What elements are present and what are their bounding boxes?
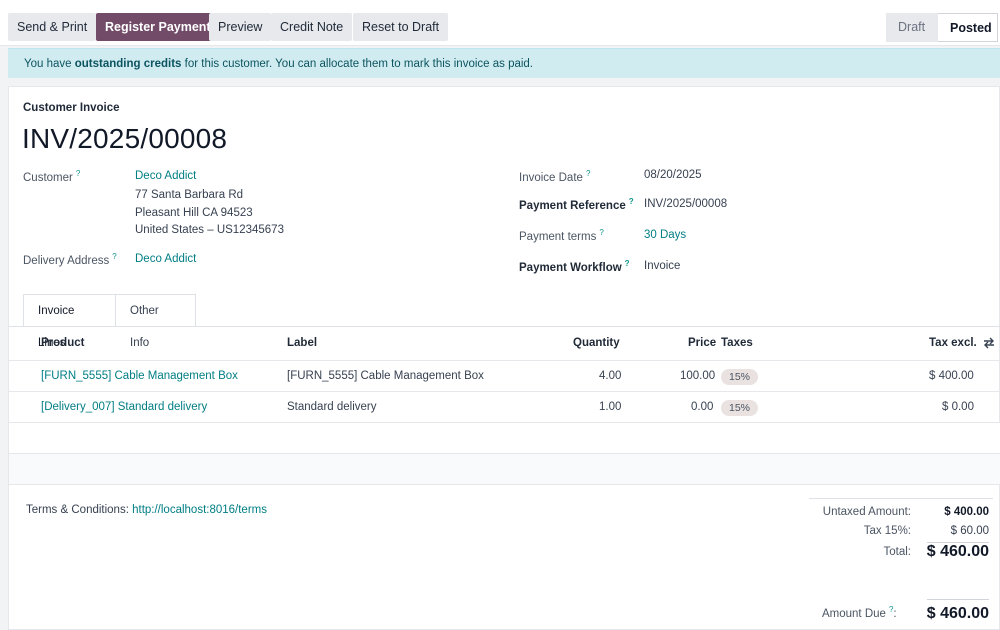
column-settings-icon[interactable] bbox=[982, 336, 996, 350]
customer-link[interactable]: Deco Addict bbox=[135, 170, 197, 182]
row-label[interactable]: [FURN_5555] Cable Management Box bbox=[287, 370, 484, 382]
customer-address-line3: United States – US12345673 bbox=[135, 224, 284, 236]
preview-button[interactable]: Preview bbox=[209, 13, 272, 41]
customer-address-line2: Pleasant Hill CA 94523 bbox=[135, 207, 253, 219]
untaxed-amount-value: $ 400.00 bbox=[944, 506, 989, 518]
payment-workflow-field[interactable]: Invoice bbox=[644, 260, 681, 272]
tab-other-info[interactable]: Other Info bbox=[115, 294, 196, 349]
row-divider bbox=[9, 391, 1000, 392]
invoice-date-field[interactable]: 08/20/2025 bbox=[644, 169, 702, 181]
tax-label: Tax 15%: bbox=[863, 525, 911, 537]
totals-box bbox=[809, 498, 993, 499]
total-label: Total: bbox=[883, 546, 912, 558]
outstanding-credits-alert: You have outstanding credits for this cu… bbox=[8, 48, 1000, 78]
invoice-form-sheet: Customer Invoice INV/2025/00008 Customer… bbox=[8, 86, 1000, 630]
row-product[interactable]: [FURN_5555] Cable Management Box bbox=[41, 370, 238, 382]
help-icon[interactable]: ? bbox=[888, 605, 894, 614]
help-icon[interactable]: ? bbox=[599, 228, 604, 237]
help-icon[interactable]: ? bbox=[624, 259, 630, 268]
alert-text-prefix: You have bbox=[24, 58, 75, 70]
invoice-number: INV/2025/00008 bbox=[22, 123, 228, 154]
row-price[interactable]: 100.00 bbox=[680, 370, 716, 382]
col-price[interactable]: Price bbox=[688, 337, 717, 349]
credit-note-button[interactable]: Credit Note bbox=[271, 13, 353, 41]
reset-to-draft-button[interactable]: Reset to Draft bbox=[353, 13, 449, 41]
payment-terms-link[interactable]: 30 Days bbox=[644, 229, 687, 241]
row-product[interactable]: [Delivery_007] Standard delivery bbox=[41, 401, 208, 413]
invoice-type-label: Customer Invoice bbox=[23, 102, 120, 114]
col-quantity[interactable]: Quantity bbox=[573, 337, 620, 349]
tab-invoice-lines[interactable]: Invoice Lines bbox=[23, 294, 116, 349]
row-label[interactable]: Standard delivery bbox=[287, 401, 377, 413]
alert-text-suffix: for this customer. You can allocate them… bbox=[181, 58, 534, 70]
empty-row bbox=[9, 454, 1000, 484]
row-divider bbox=[9, 360, 1000, 361]
row-divider bbox=[9, 453, 1000, 454]
col-taxes[interactable]: Taxes bbox=[721, 337, 753, 349]
invoice-date-label: Invoice Date? bbox=[519, 169, 591, 184]
terms-conditions: Terms & Conditions: http://localhost:801… bbox=[26, 504, 267, 516]
tax-value: $ 60.00 bbox=[950, 525, 989, 537]
amount-due-value: $ 460.00 bbox=[926, 605, 989, 622]
payment-reference-field[interactable]: INV/2025/00008 bbox=[644, 198, 728, 210]
register-payment-button[interactable]: Register Payment bbox=[96, 13, 220, 41]
status-draft[interactable]: Draft bbox=[886, 13, 942, 42]
terms-link[interactable]: http://localhost:8016/terms bbox=[132, 504, 267, 516]
alert-text-bold: outstanding credits bbox=[74, 58, 182, 70]
terms-label: Terms & Conditions: bbox=[26, 504, 133, 516]
untaxed-amount-label: Untaxed Amount: bbox=[822, 506, 911, 518]
status-posted[interactable]: Posted bbox=[938, 13, 998, 42]
total-value: $ 460.00 bbox=[926, 543, 989, 560]
delivery-address-label: Delivery Address? bbox=[23, 252, 117, 267]
row-quantity[interactable]: 1.00 bbox=[599, 401, 622, 413]
col-tax-excl[interactable]: Tax excl. bbox=[929, 337, 977, 349]
row-divider bbox=[9, 422, 1000, 423]
customer-label: Customer? bbox=[23, 169, 81, 184]
send-print-button[interactable]: Send & Print bbox=[8, 13, 97, 41]
help-icon[interactable]: ? bbox=[585, 169, 591, 178]
totals-separator bbox=[927, 542, 989, 543]
payment-reference-label: Payment Reference? bbox=[519, 197, 634, 212]
table-top-border bbox=[9, 326, 1000, 327]
col-product[interactable]: Product bbox=[41, 337, 85, 349]
row-price[interactable]: 0.00 bbox=[691, 401, 714, 413]
control-panel: Send & Print Register Payment Preview Cr… bbox=[0, 0, 1000, 46]
delivery-address-link[interactable]: Deco Addict bbox=[135, 253, 197, 265]
tax-badge[interactable]: 15% bbox=[721, 400, 759, 416]
tax-badge[interactable]: 15% bbox=[721, 369, 759, 385]
help-icon[interactable]: ? bbox=[75, 169, 81, 178]
row-quantity[interactable]: 4.00 bbox=[599, 370, 622, 382]
amount-due-separator bbox=[927, 599, 989, 600]
help-icon[interactable]: ? bbox=[112, 252, 117, 261]
amount-due-label: Amount Due?: bbox=[822, 605, 897, 620]
col-label[interactable]: Label bbox=[287, 337, 318, 349]
row-subtotal: $ 400.00 bbox=[929, 370, 974, 382]
help-icon[interactable]: ? bbox=[628, 197, 634, 206]
empty-row bbox=[9, 423, 1000, 453]
row-subtotal: $ 0.00 bbox=[942, 401, 974, 413]
customer-address-line1: 77 Santa Barbara Rd bbox=[135, 189, 244, 201]
payment-workflow-label: Payment Workflow? bbox=[519, 259, 630, 274]
payment-terms-label: Payment terms? bbox=[519, 228, 604, 243]
row-divider bbox=[9, 484, 1000, 485]
